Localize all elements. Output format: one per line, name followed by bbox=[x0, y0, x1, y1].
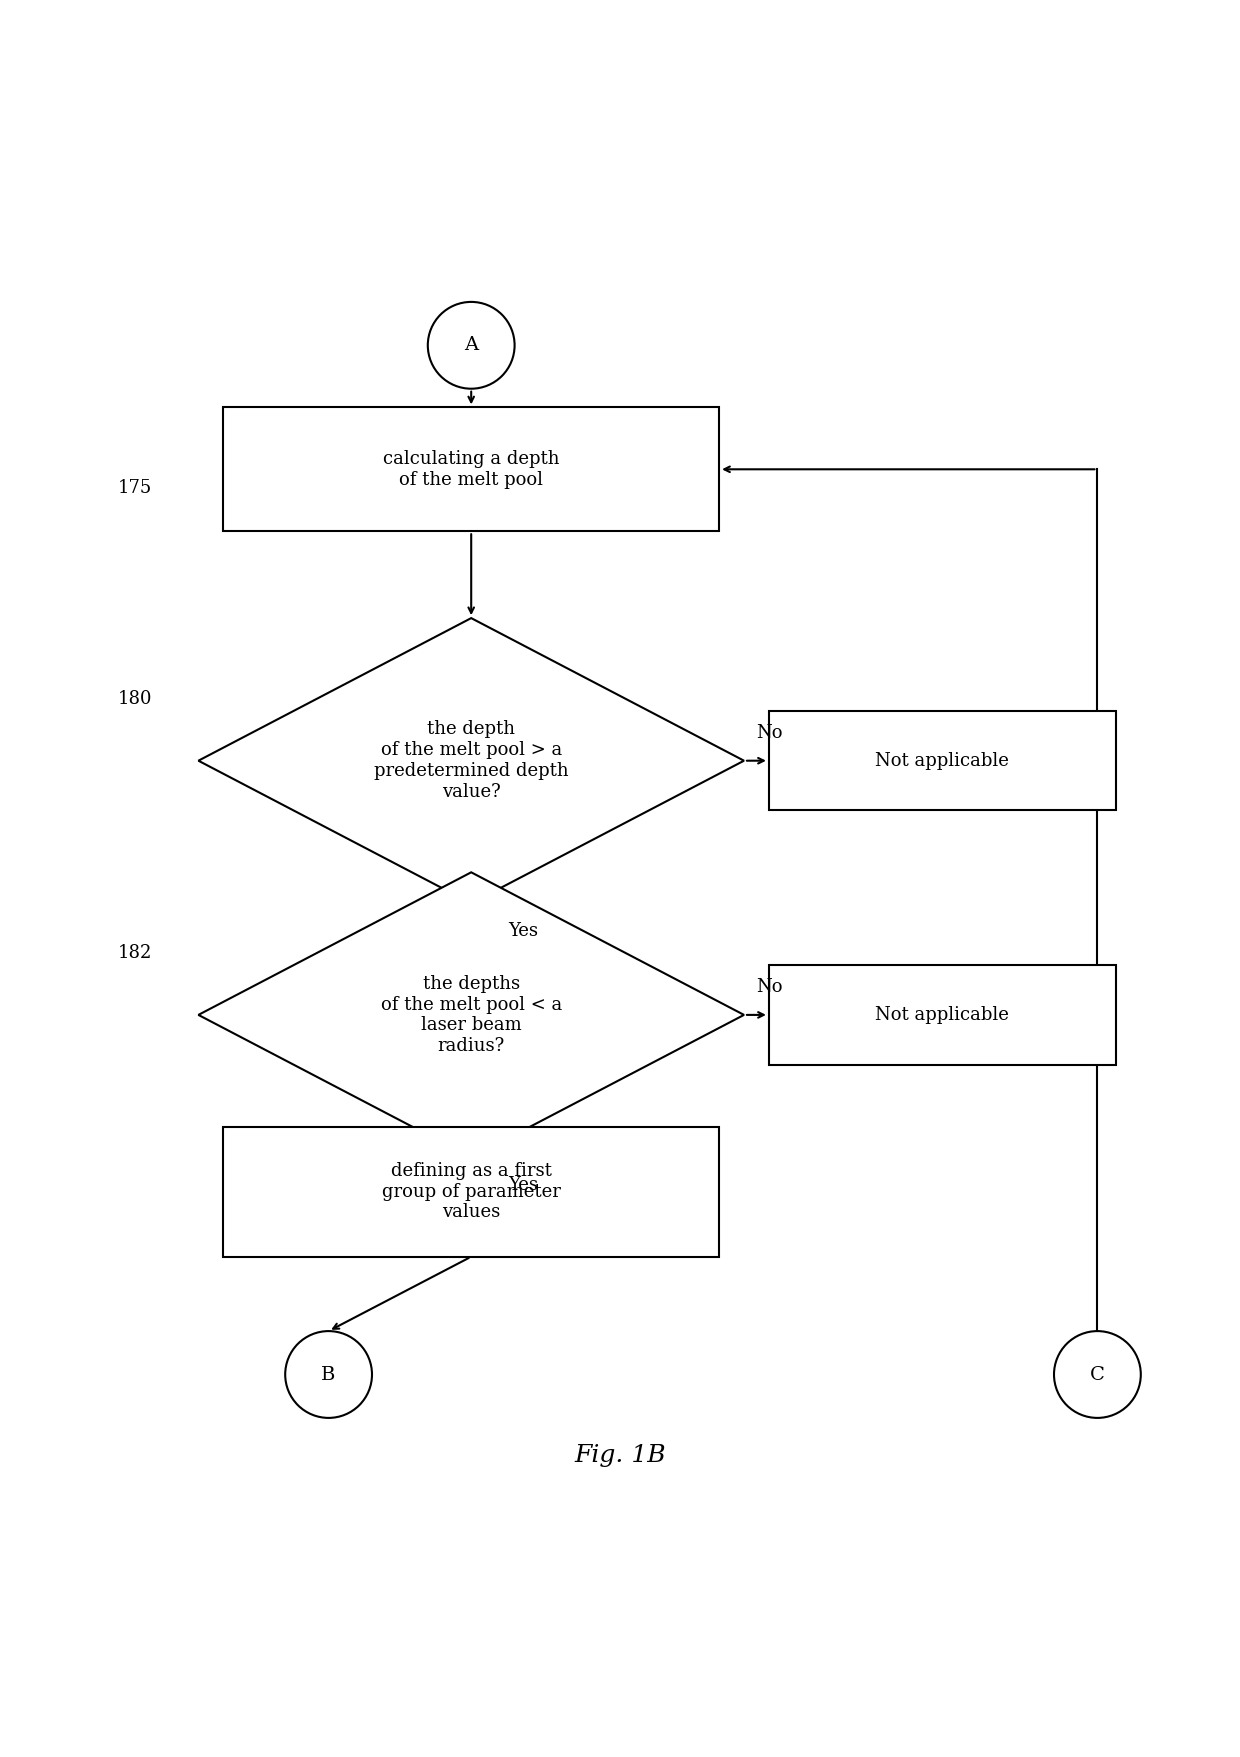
Circle shape bbox=[428, 302, 515, 388]
Text: Yes: Yes bbox=[508, 1175, 538, 1195]
Text: A: A bbox=[464, 336, 479, 355]
Polygon shape bbox=[198, 618, 744, 903]
Text: No: No bbox=[756, 724, 782, 741]
Text: defining as a first
group of parameter
values: defining as a first group of parameter v… bbox=[382, 1161, 560, 1221]
FancyBboxPatch shape bbox=[769, 965, 1116, 1065]
Text: the depth
of the melt pool > a
predetermined depth
value?: the depth of the melt pool > a predeterm… bbox=[374, 720, 568, 801]
Text: B: B bbox=[321, 1365, 336, 1383]
Text: the depths
of the melt pool < a
laser beam
radius?: the depths of the melt pool < a laser be… bbox=[381, 975, 562, 1056]
Polygon shape bbox=[198, 871, 744, 1158]
Text: calculating a depth
of the melt pool: calculating a depth of the melt pool bbox=[383, 450, 559, 488]
Text: Fig. 1B: Fig. 1B bbox=[574, 1444, 666, 1467]
FancyBboxPatch shape bbox=[223, 1126, 719, 1256]
Text: C: C bbox=[1090, 1365, 1105, 1383]
Text: Yes: Yes bbox=[508, 922, 538, 940]
Circle shape bbox=[285, 1332, 372, 1418]
Text: No: No bbox=[756, 979, 782, 996]
Text: Not applicable: Not applicable bbox=[875, 752, 1009, 770]
Text: 180: 180 bbox=[118, 691, 153, 708]
Text: 182: 182 bbox=[118, 944, 153, 961]
FancyBboxPatch shape bbox=[223, 408, 719, 531]
Text: Not applicable: Not applicable bbox=[875, 1007, 1009, 1024]
FancyBboxPatch shape bbox=[769, 712, 1116, 810]
Text: 175: 175 bbox=[118, 480, 153, 497]
Circle shape bbox=[1054, 1332, 1141, 1418]
